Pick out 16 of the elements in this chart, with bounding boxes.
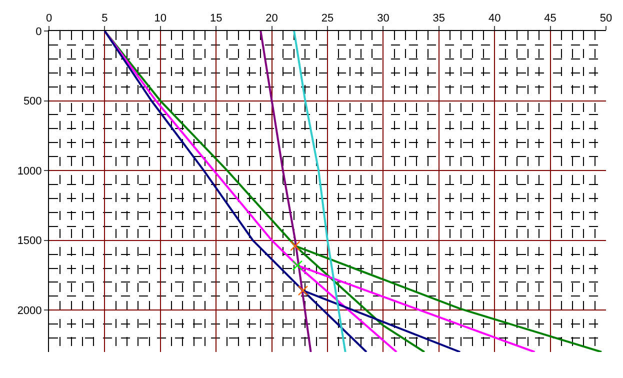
x-tick-label: 10 (154, 12, 167, 25)
x-tick-label: 50 (600, 12, 612, 25)
x-tick-label: 40 (488, 12, 501, 25)
x-tick-label: 30 (377, 12, 390, 25)
x-tick-label: 15 (210, 12, 222, 25)
x-tick-label: 5 (102, 12, 108, 25)
y-tick-label: 500 (23, 96, 42, 108)
x-tick-label: 20 (266, 12, 278, 25)
x-tick-label: 45 (544, 12, 556, 25)
x-tick-label: 25 (321, 12, 334, 25)
x-tick-label: 35 (432, 12, 446, 25)
y-tick-label: 2000 (17, 304, 42, 317)
y-tick-label: 0 (36, 26, 42, 38)
x-tick-label: 0 (46, 12, 52, 25)
y-tick-label: 1000 (17, 165, 42, 178)
y-tick-label: 1500 (17, 235, 42, 248)
